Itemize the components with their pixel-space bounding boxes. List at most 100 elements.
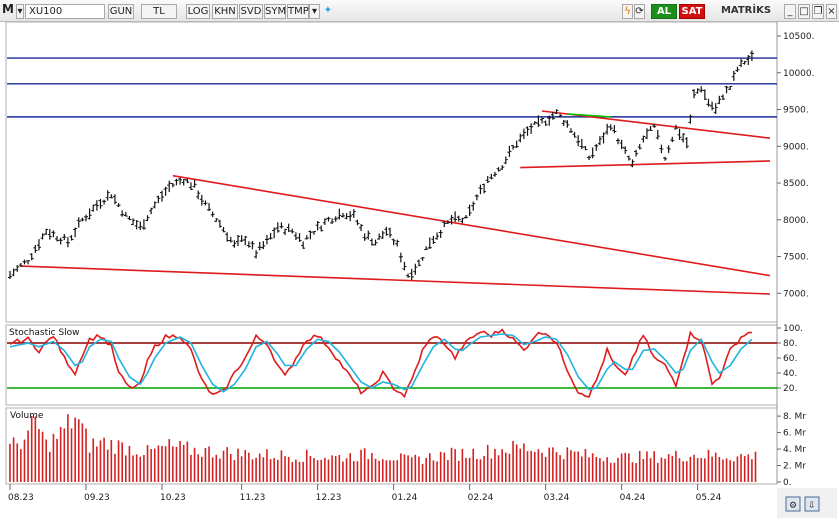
price-bar bbox=[131, 218, 136, 226]
price-bar bbox=[76, 217, 81, 228]
stochastic-title: Stochastic Slow bbox=[9, 328, 80, 338]
price-bar bbox=[424, 246, 429, 251]
price-tick-label: 8000. bbox=[783, 216, 809, 226]
maximize-icon[interactable]: □ bbox=[798, 4, 810, 19]
price-bar bbox=[192, 179, 197, 188]
close-icon[interactable]: × bbox=[826, 4, 837, 19]
price-bar bbox=[543, 120, 548, 126]
price-bar bbox=[536, 115, 541, 127]
price-bar bbox=[547, 115, 552, 126]
price-bar bbox=[366, 230, 371, 240]
date-tick-label: 01.24 bbox=[392, 493, 418, 503]
date-tick-label: 09.23 bbox=[84, 493, 110, 503]
tmp-button[interactable]: TMP bbox=[287, 4, 309, 19]
price-bar bbox=[677, 128, 682, 140]
price-bar bbox=[706, 98, 711, 107]
price-bar bbox=[94, 200, 99, 211]
price-bar bbox=[478, 184, 483, 195]
price-bar bbox=[243, 235, 248, 246]
price-bar bbox=[532, 121, 537, 125]
buy-button[interactable]: AL bbox=[651, 4, 677, 19]
svd-button[interactable]: SVD bbox=[239, 4, 263, 19]
price-bar bbox=[15, 265, 20, 272]
price-bar bbox=[590, 147, 595, 159]
price-bar bbox=[58, 237, 63, 245]
twitter-icon[interactable]: ✦ bbox=[323, 5, 333, 16]
price-bar bbox=[684, 137, 689, 149]
price-bars bbox=[8, 50, 754, 281]
khn-button[interactable]: KHN bbox=[212, 4, 238, 19]
price-bar bbox=[304, 235, 309, 240]
price-bar bbox=[149, 207, 154, 215]
date-tick-label: 05.24 bbox=[696, 493, 722, 503]
sym-button[interactable]: SYM bbox=[264, 4, 287, 19]
price-bar bbox=[467, 204, 472, 216]
settings-icon: ⚙ bbox=[789, 501, 797, 511]
log-button[interactable]: LOG bbox=[186, 4, 210, 19]
price-bar bbox=[731, 70, 736, 81]
chart-toolbar: M ▾ XU100 GUN TL LOG KHN SVD SYM TMP ▾ ✦… bbox=[0, 0, 839, 22]
price-tick-label: 10500. bbox=[783, 32, 815, 42]
price-bar bbox=[717, 95, 722, 105]
price-bar bbox=[348, 211, 353, 222]
price-bar bbox=[507, 145, 512, 157]
price-bar bbox=[630, 159, 635, 168]
price-bar bbox=[514, 140, 519, 148]
price-bar bbox=[670, 136, 675, 143]
price-bar bbox=[333, 216, 338, 222]
price-bar bbox=[84, 214, 88, 222]
app-mark: M bbox=[2, 2, 14, 16]
restore-icon[interactable]: ❐ bbox=[812, 4, 824, 19]
price-bar bbox=[529, 123, 534, 134]
volume-tick-label: 6. Mr bbox=[783, 429, 806, 439]
price-bar bbox=[445, 220, 450, 224]
price-bar bbox=[87, 208, 92, 220]
price-bar bbox=[692, 89, 696, 99]
price-bar bbox=[373, 239, 378, 246]
chevron-down-icon[interactable]: ▾ bbox=[309, 4, 320, 19]
price-bar bbox=[550, 111, 555, 120]
price-bar bbox=[221, 226, 226, 233]
price-bar bbox=[362, 233, 367, 241]
lightning-icon[interactable]: ϟ bbox=[622, 4, 633, 19]
price-bar bbox=[619, 139, 624, 150]
price-bar bbox=[268, 232, 273, 240]
price-bar bbox=[69, 235, 74, 241]
price-tick-label: 7000. bbox=[783, 289, 809, 299]
period-button[interactable]: GUN bbox=[108, 4, 134, 19]
price-bar bbox=[626, 155, 631, 161]
price-bar bbox=[36, 239, 41, 251]
chart-settings-button[interactable] bbox=[785, 496, 801, 512]
sell-button[interactable]: SAT bbox=[679, 4, 705, 19]
price-bar bbox=[601, 132, 606, 144]
price-bar bbox=[359, 224, 364, 232]
price-bar bbox=[594, 144, 599, 151]
refresh-icon[interactable]: ⟳ bbox=[634, 4, 645, 19]
symbol-input[interactable]: XU100 bbox=[25, 4, 105, 19]
price-bar bbox=[500, 165, 505, 170]
price-bar bbox=[199, 194, 204, 206]
price-bar bbox=[666, 145, 671, 154]
price-bar bbox=[91, 204, 96, 212]
dropdown-arrow-icon[interactable]: ▾ bbox=[16, 4, 24, 19]
price-bar bbox=[18, 262, 23, 268]
chart-export-button[interactable] bbox=[804, 496, 820, 512]
price-bar bbox=[330, 218, 335, 224]
price-bar bbox=[40, 233, 45, 240]
minimize-icon[interactable]: _ bbox=[784, 4, 796, 19]
price-bar bbox=[312, 231, 316, 235]
price-bar bbox=[409, 268, 414, 281]
price-bar bbox=[210, 211, 215, 218]
price-bar bbox=[301, 241, 306, 249]
stochastic-series-line bbox=[9, 333, 753, 393]
currency-button[interactable]: TL bbox=[141, 4, 177, 19]
price-bar bbox=[178, 177, 183, 185]
price-tick-label: 9000. bbox=[783, 142, 809, 152]
price-bar bbox=[355, 219, 360, 226]
price-bar bbox=[496, 167, 501, 172]
price-bar bbox=[659, 144, 664, 154]
price-tick-label: 9500. bbox=[783, 106, 809, 116]
price-bar bbox=[597, 136, 602, 146]
price-bar bbox=[80, 217, 85, 222]
price-bar bbox=[105, 190, 110, 201]
